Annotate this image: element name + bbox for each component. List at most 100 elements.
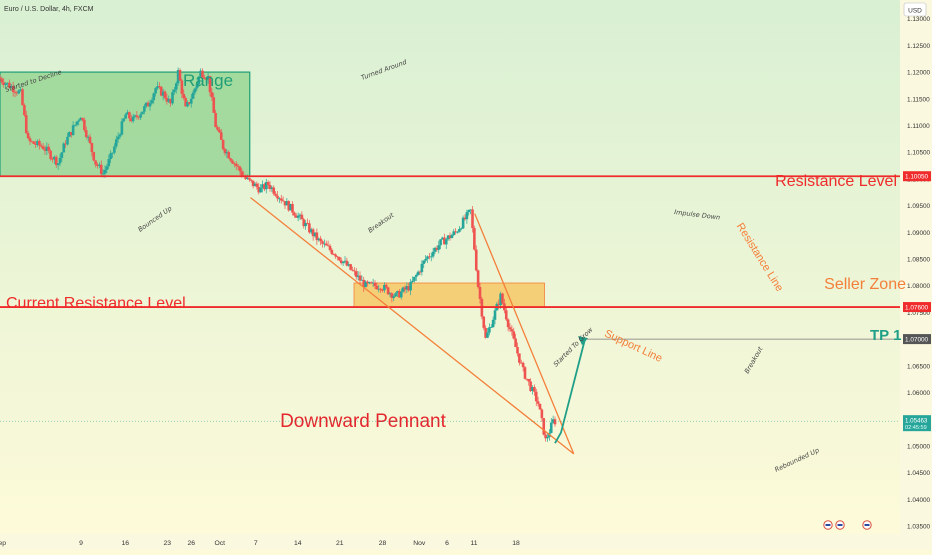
candle-body (416, 271, 420, 275)
candle-body (420, 263, 424, 273)
candle-body (527, 379, 531, 382)
candle-body (17, 90, 21, 94)
resistance-trend-line (474, 213, 575, 455)
candle-body (201, 70, 204, 78)
candle-body (373, 282, 377, 286)
candle-body (409, 282, 412, 291)
candle-body (403, 287, 407, 290)
candle-body (47, 146, 51, 151)
candle-body (203, 77, 206, 80)
candle-body (377, 288, 381, 290)
candle-body (518, 353, 521, 363)
candle-body (349, 264, 352, 270)
candle-body (257, 186, 261, 193)
candle-body (163, 91, 167, 99)
candle-body (233, 163, 236, 165)
candle-body (358, 275, 362, 281)
candle-body (101, 173, 105, 175)
candle-body (83, 119, 86, 131)
price-tick-label: 1.05000 (907, 443, 931, 450)
event-flag-icon[interactable] (862, 520, 872, 530)
candle-body (176, 70, 180, 84)
time-tick-label: 18 (512, 540, 520, 547)
candle-body (486, 332, 489, 338)
candle-body (339, 260, 343, 264)
candle-body (478, 286, 482, 299)
candle-body (116, 136, 120, 140)
candle-body (484, 327, 487, 338)
candle-body (469, 209, 472, 211)
candle-body (0, 77, 2, 79)
candle-body (504, 310, 508, 320)
candle-body (531, 387, 534, 392)
seller-zone-label: Seller Zone (824, 276, 906, 293)
candle-body (491, 319, 495, 328)
candle-body (546, 437, 549, 439)
candle-body (489, 327, 493, 328)
candle-body (113, 146, 116, 153)
candle-body (11, 86, 15, 92)
candle-body (437, 245, 441, 250)
candle-body (388, 293, 392, 295)
time-tick-label: 21 (336, 540, 344, 547)
candle-body (413, 276, 416, 281)
candle-body (534, 391, 538, 402)
time-tick-label: Sep (0, 540, 6, 547)
price-tick-label: 1.11500 (907, 96, 930, 103)
candle-body (392, 296, 396, 298)
currency-button[interactable]: USD (903, 2, 927, 17)
candle-body (293, 212, 296, 216)
candle-body (289, 204, 292, 211)
candle-body (525, 378, 529, 380)
candle-body (137, 116, 141, 118)
time-tick-label: 6 (445, 540, 449, 547)
candle-body (448, 235, 452, 239)
candle-body (143, 106, 146, 112)
candle-body (364, 281, 367, 288)
candle-body (266, 182, 270, 185)
candle-body (512, 331, 516, 339)
candle-body (98, 164, 101, 167)
candle-body (174, 83, 178, 90)
candle-body (34, 143, 37, 145)
time-tick-label: 16 (121, 540, 129, 547)
candle-body (2, 82, 6, 86)
candle-body (204, 79, 208, 80)
candle-body (148, 103, 152, 107)
candle-body (107, 159, 111, 167)
tp-price-badge-label: 1.07000 (905, 337, 929, 344)
candle-body (19, 89, 22, 91)
projection-arrowhead (578, 336, 588, 346)
candle-body (456, 231, 459, 233)
price-tick-label: 1.08500 (907, 256, 931, 263)
candle-body (56, 163, 60, 166)
candle-body (458, 229, 461, 232)
candle-body (212, 97, 216, 113)
candle-body (38, 140, 41, 146)
candle-body (214, 112, 217, 128)
event-flag-icon[interactable] (835, 520, 845, 530)
candle-body (24, 115, 28, 134)
candle-body (351, 269, 354, 271)
event-flag-icon[interactable] (823, 520, 833, 530)
projection-arrow (554, 338, 586, 444)
candle-body (43, 149, 47, 151)
candle-body (467, 210, 471, 213)
candle-body (514, 338, 517, 348)
candle-body (553, 419, 557, 425)
downward-pennant-label: Downward Pennant (280, 411, 447, 432)
candle-body (544, 434, 547, 439)
time-tick-label: 9 (79, 540, 83, 547)
candle-body (129, 118, 133, 122)
candle-body (146, 102, 150, 107)
candle-body (159, 86, 163, 96)
candle-body (114, 139, 118, 147)
candle-body (324, 243, 328, 246)
candle-body (92, 152, 96, 161)
candle-body (171, 92, 174, 104)
candle-body (272, 187, 276, 194)
candle-body (51, 158, 54, 160)
